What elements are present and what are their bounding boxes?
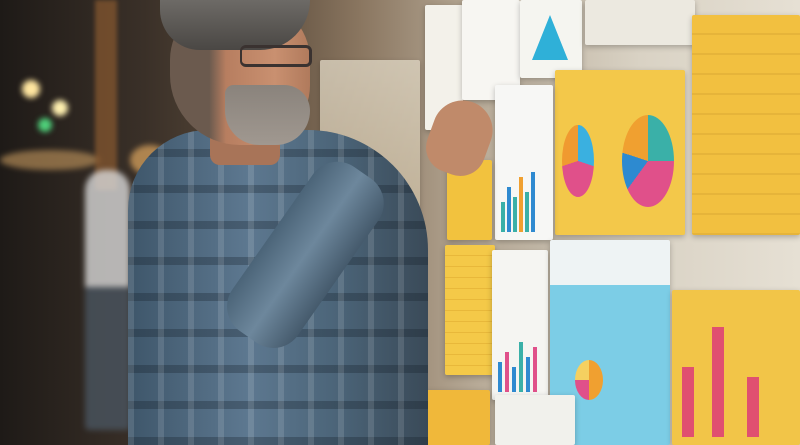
yellow-chart-paper bbox=[420, 390, 490, 445]
triangle-chart bbox=[532, 15, 568, 60]
yellow-table-poster bbox=[692, 15, 800, 235]
pie-chart bbox=[622, 115, 674, 207]
bokeh-light bbox=[38, 118, 52, 132]
yellow-bar-poster bbox=[672, 290, 800, 445]
man-hair bbox=[160, 0, 310, 50]
wall-poster bbox=[585, 0, 695, 45]
yellow-chart-paper bbox=[445, 245, 495, 375]
bokeh-light bbox=[0, 150, 100, 170]
bokeh-light bbox=[52, 100, 68, 116]
pie-chart bbox=[562, 125, 594, 197]
pie-chart bbox=[575, 360, 603, 400]
bar-chart-paper bbox=[495, 85, 553, 240]
eyeglasses-icon bbox=[240, 45, 312, 67]
background-person bbox=[85, 170, 130, 430]
bokeh-light bbox=[22, 80, 40, 98]
wall-poster bbox=[495, 395, 575, 445]
wooden-beam bbox=[95, 0, 117, 190]
man-beard bbox=[225, 85, 310, 145]
wall-poster bbox=[462, 0, 520, 100]
bar-chart-paper bbox=[492, 250, 548, 400]
